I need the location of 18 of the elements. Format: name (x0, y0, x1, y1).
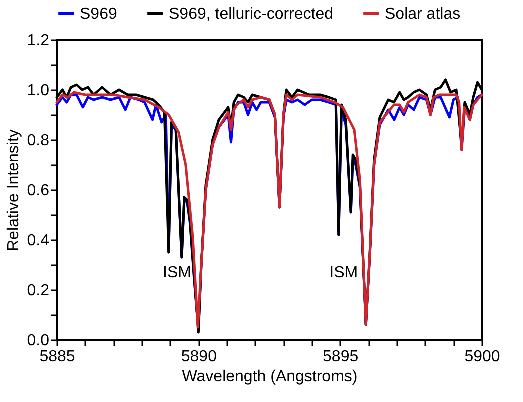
annotation: ISM (330, 264, 358, 282)
y-axis-title: Relative Intensity (5, 130, 22, 252)
y-tick-label: 0.4 (27, 232, 50, 250)
x-tick-label: 5895 (323, 348, 359, 366)
y-tick-label: 0.0 (27, 332, 50, 350)
x-axis-title: Wavelength (Angstroms) (182, 368, 358, 386)
legend-label: Solar atlas (385, 6, 461, 23)
y-tick-label: 1.0 (27, 82, 50, 100)
y-tick-label: 0.2 (27, 282, 50, 300)
y-tick-label: 1.2 (27, 32, 50, 50)
y-tick-label: 0.8 (27, 132, 50, 150)
legend-label: S969 (80, 6, 118, 23)
annotation: ISM (163, 264, 192, 282)
x-tick-label: 5890 (181, 348, 218, 366)
legend-label: S969, telluric-corrected (169, 6, 334, 23)
x-tick-label: 5900 (464, 348, 500, 366)
y-tick-label: 0.6 (27, 182, 50, 200)
x-tick-label: 5885 (40, 348, 76, 366)
